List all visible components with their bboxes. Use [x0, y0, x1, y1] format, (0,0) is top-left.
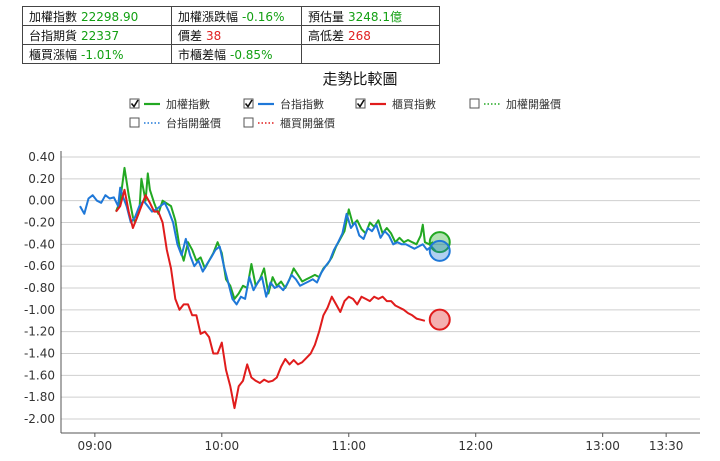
legend-label[interactable]: 台指開盤價: [166, 116, 221, 130]
summary-value: 268: [348, 28, 371, 43]
y-tick-label: 0.00: [28, 194, 55, 208]
summary-cell: 加權漲跌幅 -0.16%: [171, 6, 302, 26]
otc-end-marker: [428, 308, 451, 331]
y-tick-label: -0.20: [24, 216, 55, 230]
x-tick-label: 13:30: [649, 439, 684, 453]
check-icon: [130, 99, 139, 108]
x-tick-label: 12:00: [458, 439, 493, 453]
taiex-end-marker: [428, 231, 451, 254]
quote-summary-table: 加權指數 22298.90 加權漲跌幅 -0.16% 預估量 3248.1億 台指期貨 223…: [22, 6, 440, 64]
summary-cell: 市櫃差幅 -0.85%: [171, 44, 302, 64]
y-tick-label: 0.20: [28, 172, 55, 186]
futures-end-marker: [428, 239, 451, 262]
check-icon: [356, 99, 365, 108]
summary-value: -0.16%: [242, 9, 285, 24]
summary-cell: [301, 44, 440, 64]
y-tick-label: -1.20: [24, 325, 55, 339]
x-tick-label: 11:00: [331, 439, 366, 453]
summary-label: 加權指數: [29, 9, 78, 24]
summary-row: 櫃買漲幅 -1.01% 市櫃差幅 -0.85%: [22, 44, 440, 64]
summary-label: 價差: [178, 28, 203, 43]
summary-label: 高低差: [308, 28, 345, 43]
summary-label: 市櫃差幅: [178, 47, 227, 62]
y-tick-label: -1.80: [24, 390, 55, 404]
y-tick-label: -1.60: [24, 368, 55, 382]
legend-checkbox[interactable]: [129, 98, 140, 109]
legend-label[interactable]: 台指指數: [280, 97, 324, 111]
y-tick-label: 0.40: [28, 150, 55, 164]
summary-label: 櫃買漲幅: [29, 47, 78, 62]
summary-cell: 櫃買漲幅 -1.01%: [22, 44, 172, 64]
summary-label: 加權漲跌幅: [178, 9, 239, 24]
y-tick-label: -2.00: [24, 412, 55, 426]
legend-label[interactable]: 櫃買開盤價: [280, 116, 335, 130]
summary-value: -0.85%: [230, 47, 273, 62]
legend-checkbox[interactable]: [355, 98, 366, 109]
check-icon: [244, 99, 253, 108]
legend-checkbox[interactable]: [243, 98, 254, 109]
legend-checkbox[interactable]: [243, 117, 254, 128]
summary-cell: 台指期貨 22337: [22, 25, 172, 45]
summary-value: 22298.90: [81, 9, 139, 24]
y-tick-label: -0.80: [24, 281, 55, 295]
legend-label[interactable]: 櫃買指數: [392, 97, 436, 111]
y-tick-label: -1.40: [24, 347, 55, 361]
legend-label[interactable]: 加權開盤價: [506, 97, 561, 111]
futures-line: [79, 186, 437, 306]
summary-value: 3248.1億: [348, 9, 403, 24]
summary-value: -1.01%: [81, 47, 124, 62]
x-tick-label: 13:00: [585, 439, 620, 453]
summary-value: 38: [206, 28, 222, 43]
summary-value: 22337: [81, 28, 120, 43]
summary-label: 台指期貨: [29, 28, 78, 43]
x-tick-label: 09:00: [78, 439, 113, 453]
otc-line: [115, 188, 426, 410]
y-tick-label: -1.00: [24, 303, 55, 317]
summary-cell: 加權指數 22298.90: [22, 6, 172, 26]
x-tick-label: 10:00: [205, 439, 240, 453]
legend-checkbox[interactable]: [129, 117, 140, 128]
y-tick-label: -0.40: [24, 237, 55, 251]
legend-label[interactable]: 加權指數: [166, 97, 210, 111]
chart-title: 走勢比較圖: [322, 70, 397, 88]
y-tick-label: -0.60: [24, 259, 55, 273]
summary-label: 預估量: [308, 9, 345, 24]
legend-checkbox[interactable]: [469, 98, 480, 109]
